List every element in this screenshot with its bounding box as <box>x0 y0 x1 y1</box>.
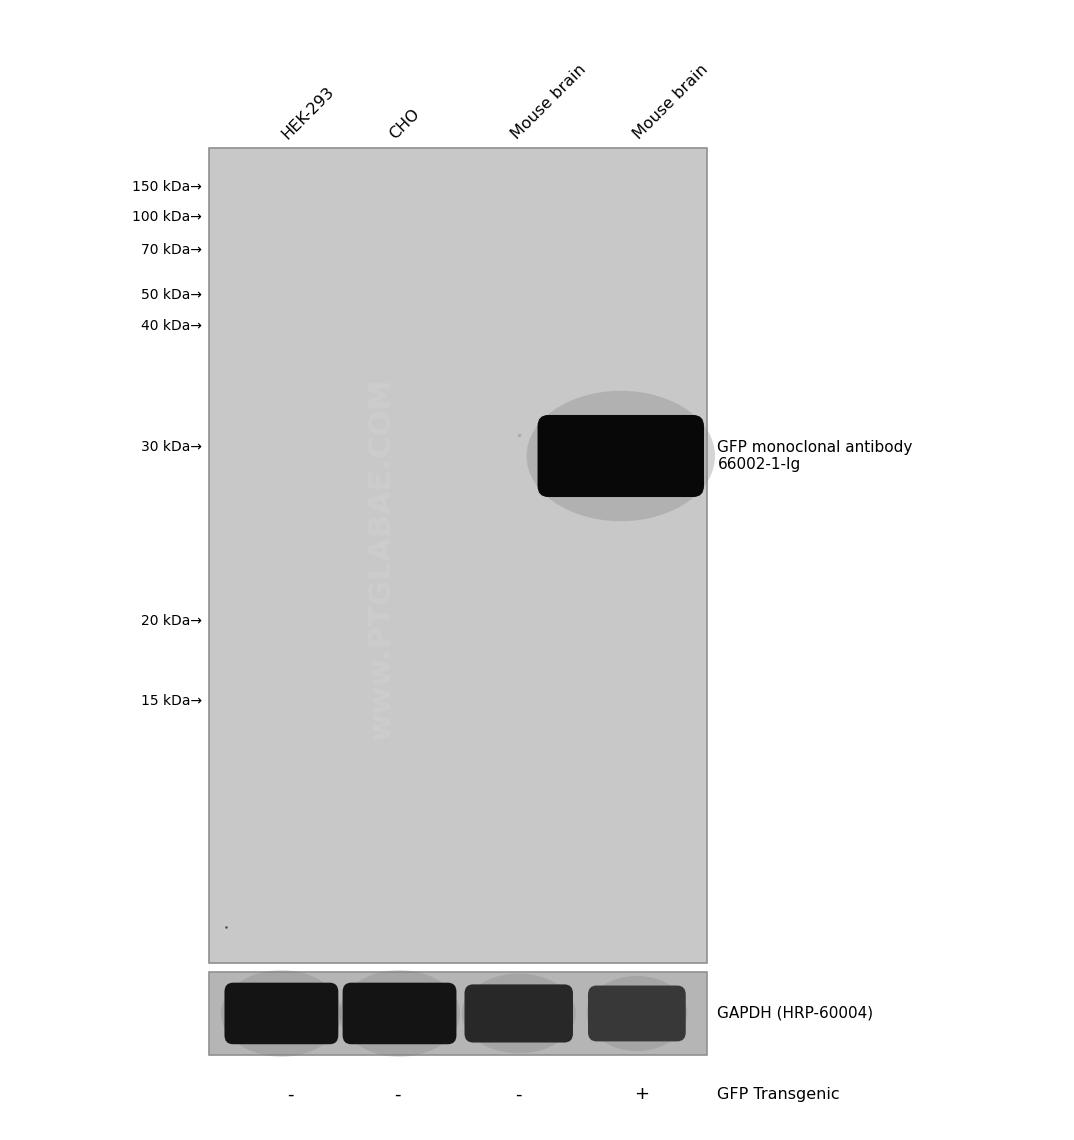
Text: 70 kDa→: 70 kDa→ <box>141 243 202 256</box>
Text: 50 kDa→: 50 kDa→ <box>141 288 202 302</box>
Text: Mouse brain: Mouse brain <box>508 62 589 142</box>
Text: +: + <box>634 1085 649 1104</box>
FancyBboxPatch shape <box>209 972 707 1054</box>
Ellipse shape <box>586 976 687 1051</box>
FancyBboxPatch shape <box>224 983 338 1044</box>
Text: 15 kDa→: 15 kDa→ <box>141 694 202 708</box>
Ellipse shape <box>339 970 460 1057</box>
FancyBboxPatch shape <box>209 148 707 963</box>
Text: HEK-293: HEK-293 <box>279 84 337 142</box>
FancyBboxPatch shape <box>589 985 685 1042</box>
Text: -: - <box>287 1085 293 1104</box>
Ellipse shape <box>462 974 576 1053</box>
FancyBboxPatch shape <box>537 415 705 497</box>
Ellipse shape <box>221 970 342 1057</box>
FancyBboxPatch shape <box>343 983 456 1044</box>
Text: 150 kDa→: 150 kDa→ <box>132 180 202 194</box>
Text: -: - <box>516 1085 522 1104</box>
Text: GFP Transgenic: GFP Transgenic <box>717 1086 840 1102</box>
Text: www.PTGLABAE.COM: www.PTGLABAE.COM <box>366 377 396 740</box>
Text: CHO: CHO <box>387 107 423 142</box>
Text: 40 kDa→: 40 kDa→ <box>141 319 202 333</box>
Text: 100 kDa→: 100 kDa→ <box>132 210 202 223</box>
Text: GFP monoclonal antibody
66002-1-Ig: GFP monoclonal antibody 66002-1-Ig <box>717 440 913 472</box>
Text: 30 kDa→: 30 kDa→ <box>141 440 202 454</box>
Ellipse shape <box>526 391 715 521</box>
Text: Mouse brain: Mouse brain <box>630 62 711 142</box>
Text: 20 kDa→: 20 kDa→ <box>141 614 202 628</box>
Text: -: - <box>394 1085 401 1104</box>
Text: GAPDH (HRP-60004): GAPDH (HRP-60004) <box>717 1005 873 1021</box>
FancyBboxPatch shape <box>464 984 574 1042</box>
